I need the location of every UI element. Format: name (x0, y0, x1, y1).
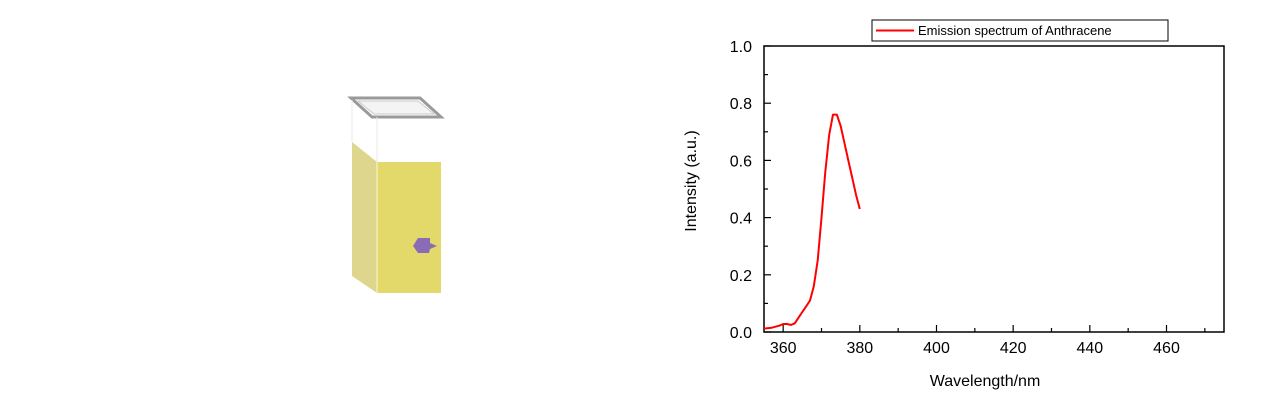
cuvette-illustration (347, 96, 445, 293)
x-axis-label: Wavelength/nm (930, 373, 1041, 390)
cuvette-solution-side (352, 142, 377, 293)
y-axis-label: Intensity (a.u.) (683, 130, 700, 231)
plot-border (763, 45, 1225, 333)
x-tick-label: 360 (770, 340, 797, 357)
y-tick-label: 0.8 (730, 96, 752, 113)
y-tick-label: 0.2 (730, 268, 752, 285)
plot-frame (763, 45, 1225, 333)
x-tick-label: 400 (923, 340, 950, 357)
series-line-anthracene-emission (763, 113, 861, 330)
y-axis-ticks: 0.0 0.2 0.4 0.6 0.8 1.0 (730, 39, 771, 342)
emission-chart: 360 380 400 420 440 460 0.0 0.2 0.4 0.6 0.8 1.0 Em… (683, 19, 1225, 390)
y-tick-label: 1.0 (730, 39, 752, 56)
cuvette-solution-front (377, 162, 441, 293)
y-tick-label: 0.6 (730, 153, 752, 170)
x-tick-label: 460 (1153, 340, 1180, 357)
legend: Emission spectrum of Anthracene (871, 19, 1169, 42)
x-tick-label: 420 (1000, 340, 1027, 357)
x-tick-label: 440 (1076, 340, 1103, 357)
y-tick-label: 0.4 (730, 211, 752, 228)
purple-arrow-marker-icon (413, 238, 437, 253)
cuvette-cap (347, 96, 445, 119)
y-tick-label: 0.0 (730, 325, 752, 342)
cuvette-cap-inner (356, 100, 436, 115)
x-tick-label: 380 (846, 340, 873, 357)
legend-box (871, 19, 1169, 42)
series-layer (763, 113, 861, 330)
legend-label: Emission spectrum of Anthracene (918, 23, 1112, 38)
x-axis-ticks: 360 380 400 420 440 460 (770, 325, 1206, 357)
